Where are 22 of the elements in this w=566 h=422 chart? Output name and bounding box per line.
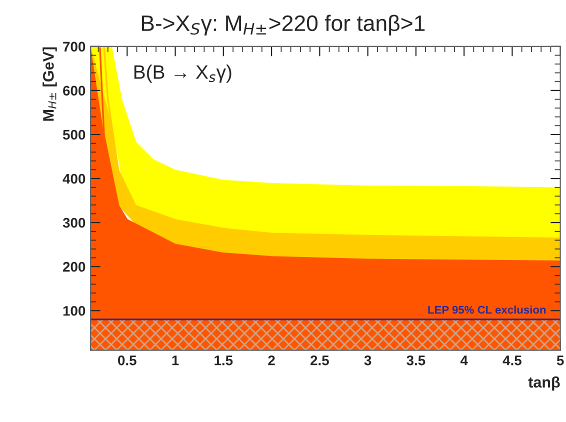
- y-tick-label: 600: [63, 86, 86, 96]
- x-tick-label: 3: [364, 355, 372, 366]
- x-tick-label: 4: [460, 356, 468, 366]
- x-tick-label: 2: [268, 355, 275, 366]
- y-tick-label: 300: [62, 218, 86, 228]
- x-tick-label: 5: [556, 356, 564, 366]
- y-tick-label: 400: [62, 174, 86, 184]
- x-axis-title: tanβ: [528, 376, 560, 391]
- annotation: B(B → X$_{s}$γ): [134, 64, 232, 83]
- y-tick-label: 200: [63, 262, 86, 272]
- band-label: LEP 95% CL exclusion: [428, 306, 546, 314]
- chart-title: B->X$_{S}$γ: M$_{H±}$>220 for tanβ>1: [142, 14, 425, 36]
- x-tick-label: 3.5: [406, 355, 426, 366]
- y-tick-label: 500: [62, 130, 86, 140]
- x-tick-label: 1: [172, 356, 179, 366]
- x-tick-label: 1.5: [214, 356, 233, 366]
- y-tick-label: 100: [63, 306, 86, 316]
- y-axis-title: M$_{H±}$ [GeV]: [42, 47, 57, 121]
- x-tick-label: 2.5: [310, 355, 329, 366]
- y-tick-label: 700: [63, 42, 86, 52]
- x-tick-label: 4.5: [502, 356, 522, 366]
- x-tick-label: 0.5: [118, 355, 136, 366]
